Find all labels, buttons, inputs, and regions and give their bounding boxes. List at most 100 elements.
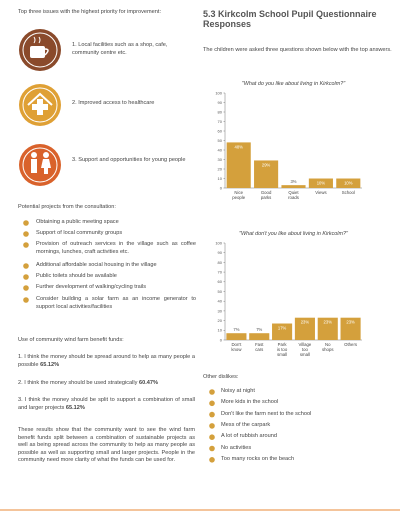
- category-label: parks: [261, 195, 272, 200]
- project-item: Additional affordable social housing in …: [36, 262, 157, 268]
- fund-option: 2. I think the money should be used stra…: [18, 380, 195, 388]
- y-tick-label: 20: [218, 166, 223, 171]
- category-label: School: [342, 190, 355, 195]
- bullet: [23, 297, 29, 303]
- y-tick-label: 70: [218, 270, 223, 275]
- category-label: people: [232, 195, 246, 200]
- y-tick-label: 40: [218, 299, 223, 304]
- y-tick-label: 0: [220, 337, 223, 342]
- value-label: 23%: [346, 320, 355, 325]
- heading: Other dislikes:: [203, 374, 239, 380]
- bullet: [23, 263, 29, 269]
- project-item: Support of local community groups: [36, 230, 123, 236]
- y-tick-label: 10: [218, 328, 223, 333]
- y-tick-label: 80: [218, 109, 223, 114]
- category-label: small: [277, 352, 287, 357]
- y-tick-label: 70: [218, 119, 223, 124]
- fund-option: 3. I think the money should be split to …: [18, 397, 195, 412]
- y-tick-label: 40: [218, 147, 223, 152]
- bar: [336, 178, 361, 188]
- bullet: [209, 411, 215, 418]
- value-label: 17%: [278, 326, 287, 331]
- category-label: Don't: [231, 342, 242, 347]
- bullet: [209, 445, 215, 452]
- conclusion: These results show that the community wa…: [18, 427, 195, 464]
- young-people-icon: [19, 144, 61, 186]
- category-label: Park: [278, 342, 288, 347]
- value-label: 7%: [256, 327, 262, 332]
- project-item: Consider building a solar farm as an inc…: [36, 296, 196, 310]
- bullet: [209, 434, 215, 441]
- dislike-item: Mess of the carpark: [221, 421, 271, 428]
- category-label: shops: [322, 347, 333, 352]
- value-label: 29%: [262, 162, 271, 167]
- bar: [272, 323, 293, 340]
- y-tick-label: 100: [215, 90, 222, 95]
- bar: [226, 333, 247, 340]
- fund-figure: 60.47%: [138, 380, 158, 386]
- bullet: [23, 220, 29, 226]
- bullet: [209, 457, 215, 463]
- category-label: Village: [299, 342, 312, 347]
- chart-title: "What don't you like about living in Kir…: [239, 231, 349, 237]
- category-label: small: [300, 352, 310, 357]
- project-item: Further development of walking/cycling t…: [36, 284, 147, 290]
- bar: [226, 142, 251, 188]
- dislike-item: More kids in the school: [221, 399, 279, 406]
- project-item: Public toilets should be available: [36, 273, 117, 279]
- intro: The children were asked three questions …: [203, 47, 392, 53]
- dislike-item: Don't like the farm next to the school: [221, 410, 312, 417]
- chart-title: "What do you like about living in Kirkco…: [242, 81, 346, 87]
- y-tick-label: 30: [218, 157, 223, 162]
- y-tick-label: 90: [218, 100, 223, 105]
- dislike-item: Noisy at night: [221, 388, 255, 394]
- issue: 2. Improved access to healthcare: [72, 100, 155, 106]
- category-label: Good: [261, 190, 272, 195]
- value-label: 3%: [290, 179, 296, 184]
- issue: 3. Support and opportunities for young p…: [72, 157, 186, 163]
- category-label: Nice: [234, 190, 243, 195]
- y-tick-label: 60: [218, 128, 223, 133]
- dislike-item: No activities: [221, 444, 252, 451]
- heading: Use of community wind farm benefit funds…: [18, 337, 124, 343]
- y-tick-label: 80: [218, 260, 223, 265]
- bar: [294, 317, 315, 340]
- project-item: Provision of outreach services in the vi…: [36, 241, 196, 255]
- category-label: Views: [315, 190, 326, 195]
- bar: [340, 317, 361, 340]
- fund-text: 1. I think the money should be spread ar…: [18, 354, 195, 368]
- y-tick-label: 90: [218, 250, 223, 255]
- category-label: Fast: [255, 342, 264, 347]
- bullet: [23, 242, 29, 248]
- y-tick-label: 0: [220, 185, 223, 190]
- dislike-item: Too many rocks on the beach: [221, 455, 295, 462]
- healthcare-icon: [19, 84, 61, 126]
- fund-figure: 65.12%: [40, 361, 60, 368]
- y-tick-label: 50: [218, 138, 223, 143]
- value-label: 7%: [233, 327, 239, 332]
- bullet: [23, 231, 29, 237]
- value-label: 23%: [301, 320, 310, 325]
- issue: 1. Local facilities such as a shop, cafe…: [72, 42, 168, 56]
- fund-option: 1. I think the money should be spread ar…: [18, 354, 195, 369]
- category-label: too: [302, 347, 309, 352]
- category-label: No: [325, 342, 331, 347]
- category-label: Quiet: [288, 190, 299, 195]
- value-label: 10%: [344, 181, 353, 186]
- category-label: roads: [288, 195, 299, 200]
- bar: [281, 185, 306, 188]
- bar: [249, 333, 270, 340]
- bar: [317, 317, 338, 340]
- value-label: 10%: [317, 181, 326, 186]
- value-label: 48%: [235, 144, 244, 149]
- y-tick-label: 60: [218, 279, 223, 284]
- section-title: 5.3 Kirkcolm School Pupil Questionnaire …: [203, 9, 377, 29]
- category-label: cars: [255, 347, 263, 352]
- y-tick-label: 100: [215, 240, 222, 245]
- category-label: know: [231, 347, 242, 352]
- bullet: [23, 274, 29, 280]
- shop-icon: [19, 29, 61, 71]
- y-tick-label: 50: [218, 289, 223, 294]
